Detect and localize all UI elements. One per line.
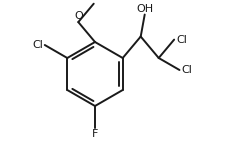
Text: O: O <box>74 11 83 21</box>
Text: OH: OH <box>136 4 153 14</box>
Text: Cl: Cl <box>176 35 187 45</box>
Text: Cl: Cl <box>32 40 43 50</box>
Text: Cl: Cl <box>182 65 192 75</box>
Text: F: F <box>92 129 98 139</box>
